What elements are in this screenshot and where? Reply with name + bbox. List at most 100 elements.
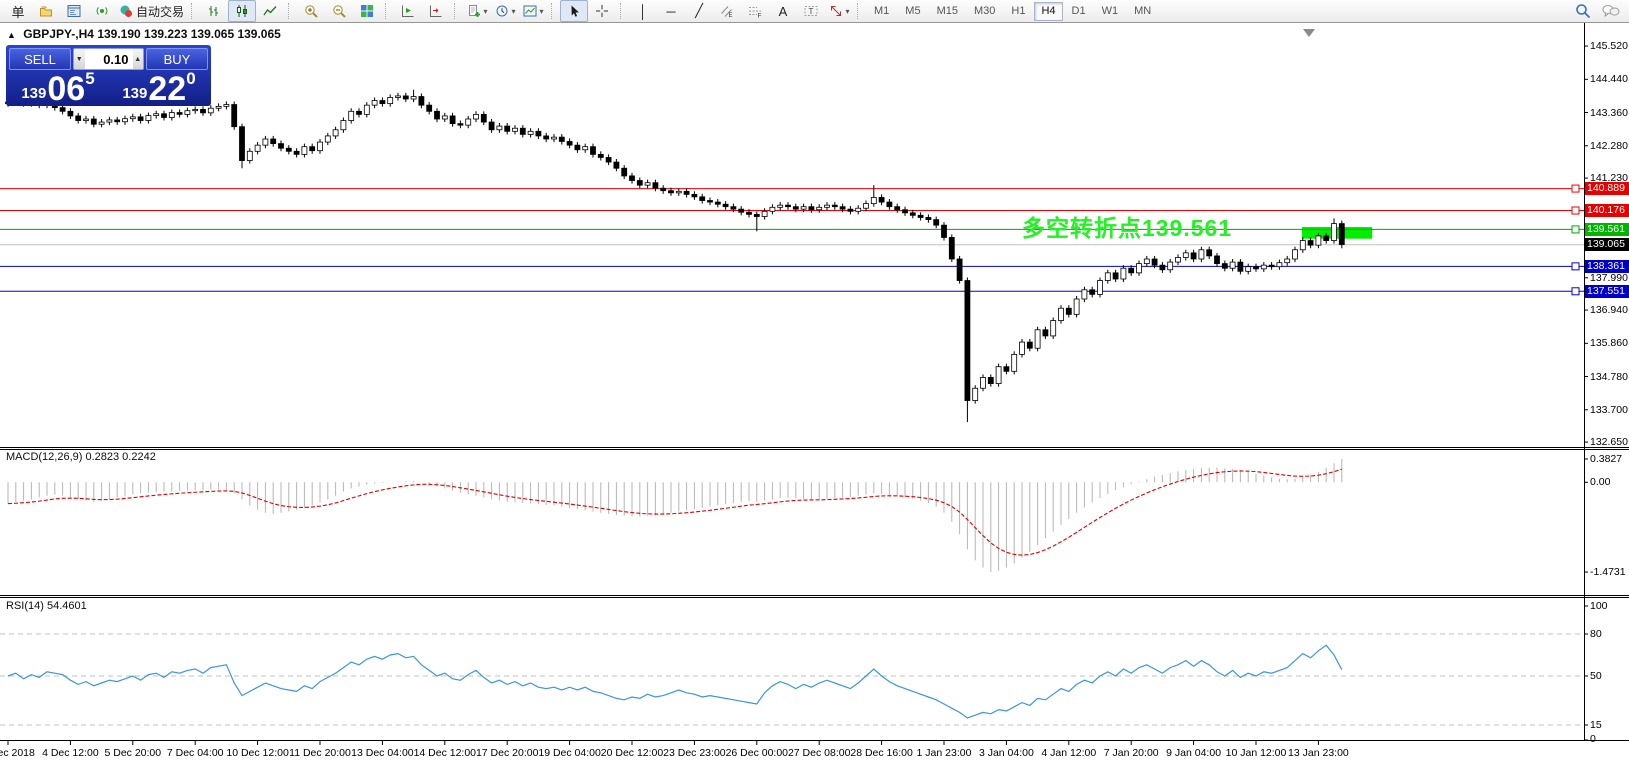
chart-annotation-text[interactable]: 多空转折点139.561 — [1022, 215, 1233, 241]
macd-label: MACD(12,26,9) 0.2823 0.2242 — [6, 451, 156, 463]
tile-windows-button[interactable] — [353, 0, 381, 22]
sell-price-main: 06 — [47, 70, 86, 108]
rsi-values: 54.4601 — [46, 600, 87, 612]
sell-button[interactable]: SELL — [9, 48, 71, 70]
rsi-label: RSI(14) 54.4601 — [6, 600, 87, 612]
label-icon: T — [804, 4, 818, 18]
collapse-triangle-icon[interactable]: ▲ — [7, 30, 16, 40]
toolbar-separator — [551, 3, 556, 19]
chat-icon — [1602, 4, 1620, 18]
line-chart-mode-button[interactable] — [256, 0, 284, 22]
robot-icon — [119, 4, 133, 18]
buy-price-display[interactable]: 139 22 0 — [110, 69, 208, 106]
macd-histogram — [7, 459, 1343, 572]
equidistant-channel-button[interactable]: E — [713, 0, 741, 22]
indicators-list-button[interactable]: ▾ — [463, 0, 491, 22]
symbol-period: GBPJPY-,H4 — [23, 27, 94, 41]
auto-trading-label: 自动交易 — [136, 4, 185, 19]
templates-dropdown-arrow-icon[interactable]: ▾ — [539, 6, 544, 16]
zoom-in-button[interactable] — [297, 0, 325, 22]
timeframe-m15-button[interactable]: M15 — [936, 4, 958, 17]
timeframe-m30-button[interactable]: M30 — [973, 4, 996, 17]
clock-icon — [495, 4, 509, 18]
svg-text:T: T — [809, 7, 814, 16]
bar-chart-mode-button[interactable] — [200, 0, 228, 22]
bars-icon — [207, 4, 221, 18]
periods-dropdown-arrow-icon[interactable]: ▾ — [511, 6, 516, 16]
addindicator-icon — [467, 4, 481, 18]
vertical-line-label: │ — [638, 3, 648, 19]
arrows-button[interactable]: ▾ — [825, 0, 853, 22]
new-order-label: 单 — [11, 4, 25, 20]
chart-shift-button[interactable] — [422, 0, 450, 22]
auto-scroll-button[interactable] — [394, 0, 422, 22]
signal-icon — [95, 4, 109, 18]
timeframe-m1-button[interactable]: M1 — [874, 4, 890, 17]
toolbar-separator — [454, 3, 459, 19]
timeframe-mn-button[interactable]: MN — [1134, 4, 1152, 17]
volume-increase-button[interactable]: ▲ — [132, 49, 143, 69]
timeframe-h1-button[interactable]: H1 — [1011, 4, 1026, 17]
rsi-name: RSI(14) — [6, 600, 44, 612]
candles-icon — [235, 4, 249, 18]
ohlc-quotes: 139.190 139.223 139.065 139.065 — [97, 27, 281, 41]
text-label: A — [778, 3, 788, 19]
zoom-out-button[interactable] — [325, 0, 353, 22]
arrows-icon — [829, 4, 843, 18]
template-icon — [523, 4, 537, 18]
fibonacci-button[interactable]: F — [741, 0, 769, 22]
periods-button[interactable]: ▾ — [491, 0, 519, 22]
text-button[interactable]: A — [769, 0, 797, 22]
chartshift-icon — [429, 4, 443, 18]
zoomin-icon — [304, 4, 318, 18]
horizontal-line-button[interactable]: ─ — [657, 0, 685, 22]
chat-button[interactable] — [1597, 0, 1625, 22]
autoscroll-icon — [401, 4, 415, 18]
templates-button[interactable]: ▾ — [519, 0, 547, 22]
horizontal-lines — [0, 184, 1584, 296]
chart-profile-button[interactable] — [32, 0, 60, 22]
toolbar-separator — [385, 3, 390, 19]
indicators-list-dropdown-arrow-icon[interactable]: ▾ — [483, 6, 488, 16]
toolbar-separator — [620, 3, 625, 19]
svg-text:E: E — [729, 13, 733, 18]
toolbar-separator — [288, 3, 293, 19]
crosshair-button[interactable] — [588, 0, 616, 22]
market-watch-button[interactable] — [60, 0, 88, 22]
search-button[interactable] — [1569, 0, 1597, 22]
timeframe-w1-button[interactable]: W1 — [1101, 4, 1119, 17]
buy-price-prefix: 139 — [122, 85, 148, 102]
volume-decrease-button[interactable]: ▼ — [74, 49, 85, 69]
timeframe-d1-button[interactable]: D1 — [1071, 4, 1086, 17]
cursor-icon — [567, 4, 581, 18]
rsi-levels — [0, 633, 1584, 726]
timeframe-m5-button[interactable]: M5 — [905, 4, 921, 17]
arrows-dropdown-arrow-icon[interactable]: ▾ — [845, 6, 850, 16]
volume-input[interactable] — [84, 49, 133, 69]
cursor-button[interactable] — [560, 0, 589, 22]
chart-shift-marker — [1303, 29, 1315, 37]
candlestick-mode-button[interactable] — [228, 0, 257, 22]
text-label-button[interactable]: T — [797, 0, 825, 22]
new-order-button[interactable]: 单 — [4, 0, 32, 22]
auto-trading-button[interactable]: 自动交易 — [116, 0, 187, 22]
sell-price-display[interactable]: 139 06 5 — [9, 69, 107, 108]
macd-signal-line — [7, 468, 1342, 556]
candlesticks — [5, 89, 1345, 423]
svg-text:F: F — [758, 13, 762, 19]
crosshair-icon — [595, 4, 609, 18]
buy-button[interactable]: BUY — [146, 48, 208, 70]
horizontal-line-label: ─ — [666, 3, 676, 19]
trendline-label: ╱ — [695, 3, 703, 18]
zoomout-icon — [332, 4, 346, 18]
timeframe-h4-button[interactable]: H4 — [1034, 1, 1063, 21]
macd-values: 0.2823 0.2242 — [85, 451, 156, 463]
trendline-button[interactable]: ╱ — [685, 0, 713, 22]
channel-icon: E — [720, 4, 734, 18]
navigator-button[interactable] — [88, 0, 116, 22]
window-icon — [67, 4, 81, 18]
vertical-line-button[interactable]: │ — [629, 0, 657, 22]
sell-price-pip: 5 — [85, 69, 95, 88]
toolbar-separator — [191, 3, 196, 19]
